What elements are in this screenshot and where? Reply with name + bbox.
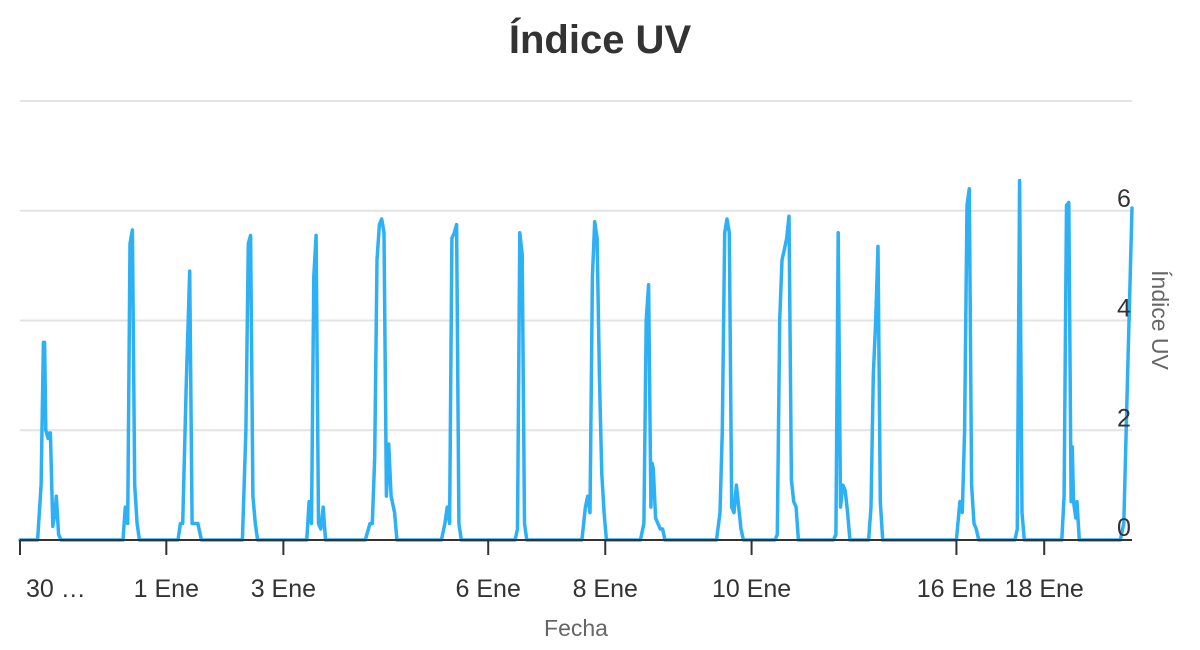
y-axis-title: Índice UV: [1147, 270, 1173, 370]
x-tick-label-1: 1 Ene: [134, 575, 199, 603]
x-tick-label-3: 6 Ene: [456, 575, 521, 603]
x-tick-label-0: 30 …: [26, 575, 86, 603]
x-tick-label-2: 3 Ene: [251, 575, 316, 603]
x-axis-title: Fecha: [544, 615, 608, 641]
x-tick-label-7: 18 Ene: [1005, 575, 1084, 603]
x-tick-layer: 30 … 1 Ene 3 Ene 6 Ene 8 Ene 10 Ene 16 Ene 18 E…: [19, 540, 1084, 603]
grid-layer: [20, 100, 1132, 432]
x-tick-label-5: 10 Ene: [712, 575, 791, 603]
x-tick-label-4: 8 Ene: [573, 575, 638, 603]
y-tick-layer: 0 2 4 6: [1117, 185, 1131, 542]
chart-title: Índice UV: [509, 17, 692, 62]
y-tick-label-6: 6: [1117, 185, 1131, 213]
y-tick-label-0: 0: [1117, 514, 1131, 542]
series-line-0: [18, 178, 1134, 542]
x-tick-label-6: 16 Ene: [917, 575, 996, 603]
y-tick-label-4: 4: [1117, 295, 1131, 323]
series-layer: [18, 178, 1134, 542]
y-tick-label-2: 2: [1117, 404, 1131, 432]
